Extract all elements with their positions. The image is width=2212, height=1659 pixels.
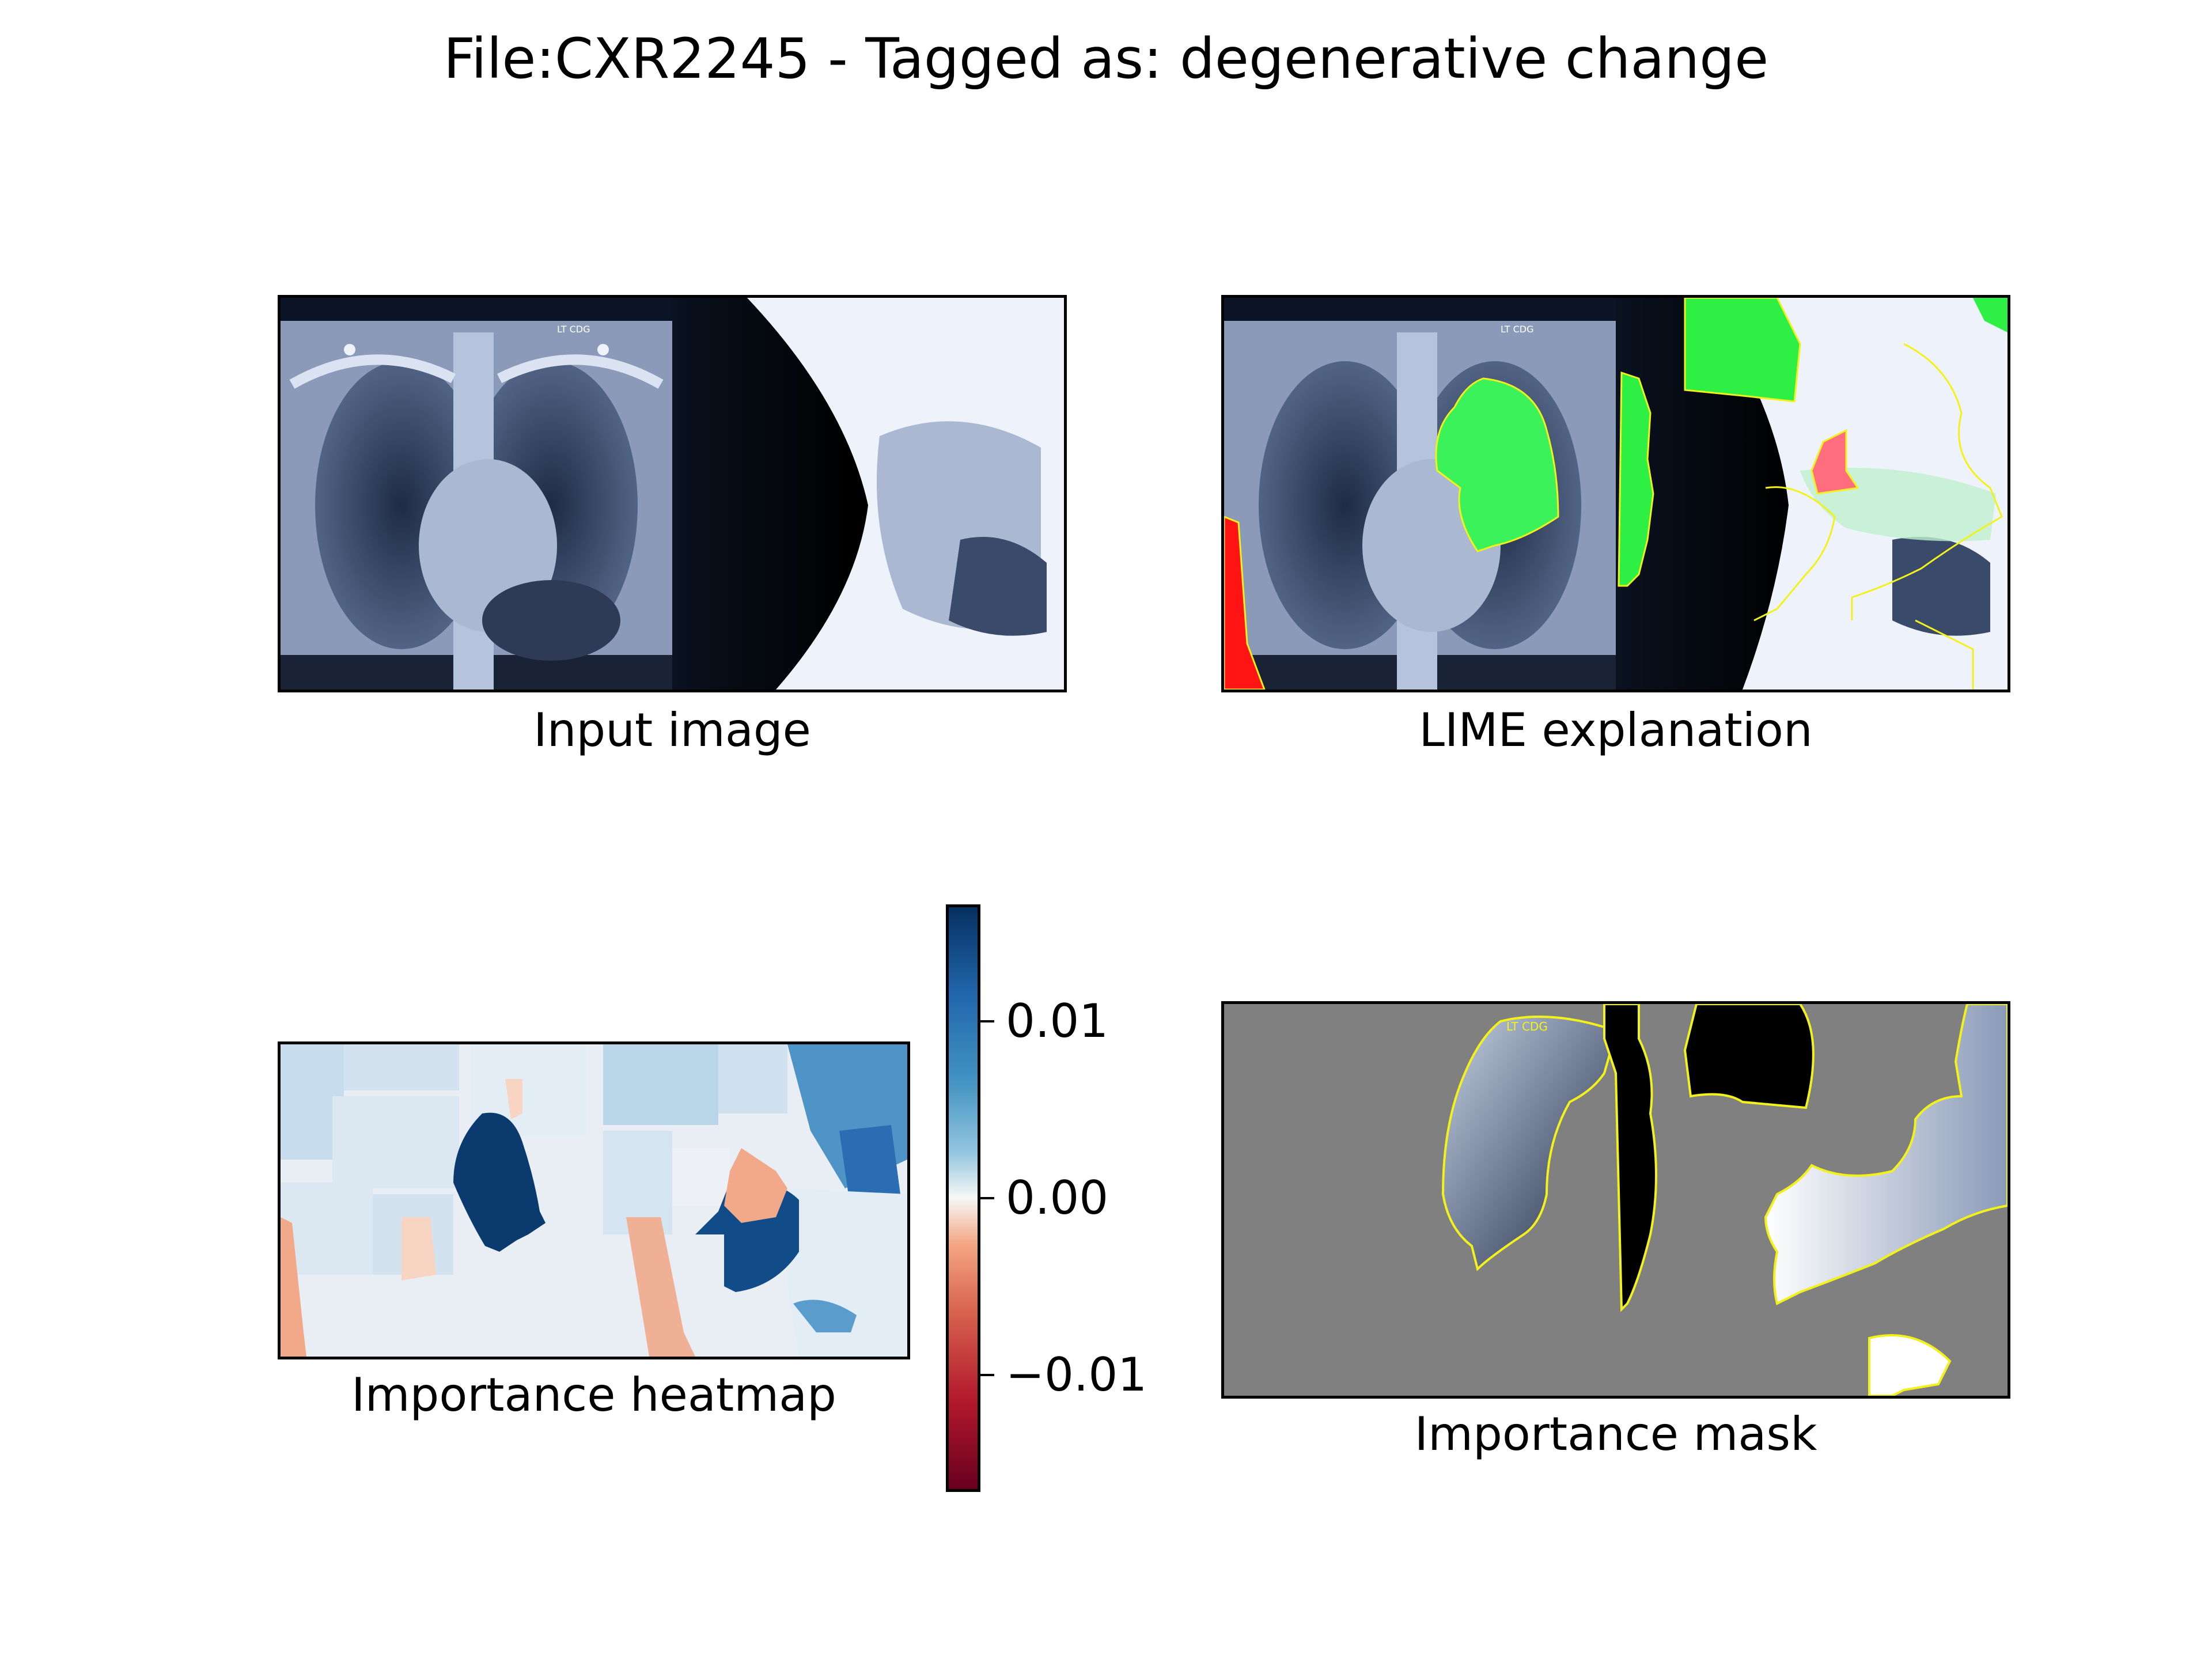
input-image-panel: LT CDG — [278, 295, 1067, 692]
colorbar-tick — [980, 1374, 994, 1376]
heatmap-image — [281, 1044, 907, 1357]
colorbar-tick-label: −0.01 — [1006, 1348, 1147, 1402]
colorbar-tick — [980, 1197, 994, 1199]
colorbar-tick-label: 0.00 — [1006, 1171, 1109, 1225]
importance-mask-panel: LT CDG — [1221, 1001, 2010, 1399]
mask-image: LT CDG — [1224, 1004, 2008, 1396]
svg-text:LT CDG: LT CDG — [557, 324, 590, 335]
importance-mask-caption: Importance mask — [1414, 1407, 1817, 1461]
importance-heatmap-caption: Importance heatmap — [351, 1368, 836, 1422]
importance-heatmap-panel — [278, 1041, 910, 1359]
input-image-caption: Input image — [533, 703, 811, 757]
colorbar — [946, 904, 980, 1492]
svg-text:LT CDG: LT CDG — [1506, 1020, 1548, 1033]
figure-title: File:CXR2245 - Tagged as: degenerative c… — [443, 26, 1769, 91]
colorbar-tick-label: 0.01 — [1006, 994, 1109, 1048]
lime-explanation-caption: LIME explanation — [1419, 703, 1813, 757]
lime-overlay-image: LT CDG — [1224, 298, 2008, 690]
colorbar-tick — [980, 1020, 994, 1022]
svg-text:LT CDG: LT CDG — [1501, 324, 1533, 335]
input-xray-image: LT CDG — [281, 298, 1064, 690]
lime-explanation-panel: LT CDG — [1221, 295, 2010, 692]
